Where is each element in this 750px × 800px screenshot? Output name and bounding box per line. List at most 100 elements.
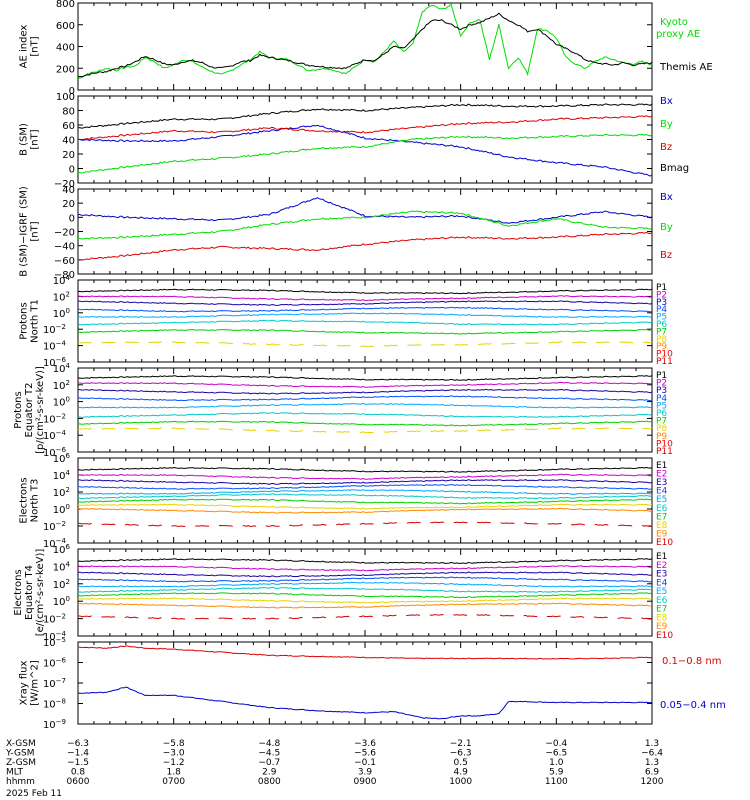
channel-line-e10 [78, 521, 653, 528]
y-tick-label: 100 [56, 92, 75, 103]
row-value: −6.4 [641, 749, 663, 759]
y-tick-label: 104 [53, 469, 71, 482]
legend-e5: E5 [656, 495, 667, 505]
y-tick-label: 104 [53, 560, 71, 573]
row-label-z-gsm: Z-GSM [6, 758, 36, 768]
panel-7: 106 104 102 100 10−2 10−4 Electrons Equator T4[… [13, 543, 673, 643]
series-line-2 [77, 133, 653, 174]
row-value: 0.5 [454, 758, 468, 768]
plot-frame [77, 548, 653, 637]
row-value: −0.4 [545, 739, 567, 749]
y-tick-label: 104 [53, 362, 71, 375]
legend-e1: E1 [656, 552, 667, 562]
y-axis-label: North T1 [30, 299, 41, 343]
y-tick-label: 10−4 [43, 429, 67, 442]
y-tick-label: −20 [54, 228, 75, 239]
row-label-hhmm: hhmm [6, 777, 35, 787]
channel-line-e2 [78, 565, 653, 572]
row-value: 0900 [354, 777, 377, 787]
y-axis-label: AE index [19, 25, 30, 69]
legend-p6: P6 [656, 320, 667, 330]
row-value: 4.9 [454, 768, 469, 778]
x-axis-annotation: X-GSM −6.3 −5.8 −4.8 −3.6 −2.1 −0.4 1.3 Y-GSM −1.… [5, 739, 664, 799]
channel-line-p3 [78, 388, 653, 395]
y-tick-label: 0 [69, 86, 75, 97]
series-line-1 [78, 124, 653, 177]
legend-p9: P9 [656, 432, 667, 442]
channel-line-e1 [77, 466, 653, 473]
y-tick-label: 10−2 [43, 520, 66, 533]
date-label: 2025 Feb 11 [6, 789, 62, 799]
channel-line-p8 [77, 341, 653, 347]
legend-p11: P11 [656, 447, 673, 457]
series-line-4 [77, 103, 653, 129]
legend-p1: P1 [656, 283, 667, 293]
channel-line-p6 [77, 319, 653, 326]
y-axis-label: [W/m^2] [30, 660, 41, 706]
plot-frame [77, 641, 653, 725]
channel-line-p7 [77, 328, 653, 335]
y-axis-label: Protons [13, 391, 24, 428]
y-tick-label: 10−5 [43, 636, 66, 649]
row-value: 1.3 [645, 739, 659, 749]
row-value: −6.3 [67, 739, 89, 749]
row-value: 1000 [449, 777, 472, 787]
y-tick-label: 106 [53, 543, 71, 556]
channel-line-e6 [77, 586, 653, 593]
y-tick-label: 100 [53, 595, 70, 608]
channel-line-e9 [78, 507, 653, 514]
legend-e1: E1 [656, 461, 667, 471]
legend-e3: E3 [656, 570, 667, 580]
y-tick-label: 100 [53, 307, 70, 320]
y-axis-label: Electrons [19, 477, 30, 523]
legend-e6: E6 [656, 596, 668, 606]
row-value: 6.9 [645, 768, 660, 778]
legend-e5: E5 [656, 587, 667, 597]
channel-line-e5 [78, 581, 653, 588]
legend-e8: E8 [656, 521, 668, 531]
y-tick-label: 400 [56, 43, 75, 54]
y-tick-label: 10−4 [43, 537, 67, 550]
row-value: −0.7 [258, 758, 280, 768]
legend-bz: Bz [660, 142, 672, 153]
y-axis-label: Protons [19, 302, 30, 339]
y-tick-label: 102 [53, 379, 70, 392]
y-tick-label: −60 [54, 256, 75, 267]
legend-e8: E8 [656, 613, 668, 623]
row-value: 2.9 [262, 768, 277, 778]
legend-themis-ae: Themis AE [659, 62, 713, 73]
y-tick-label: −40 [54, 242, 75, 253]
legend-p4: P4 [656, 305, 667, 315]
plot-frame [77, 95, 653, 184]
channel-line-p3 [78, 300, 653, 306]
y-tick-label: 10−4 [43, 630, 67, 643]
y-tick-label: 10−4 [43, 340, 67, 353]
y-tick-label: 0 [69, 165, 75, 176]
channel-line-p4 [78, 306, 653, 313]
y-tick-label: 10−9 [43, 718, 66, 731]
y-tick-label: 40 [62, 185, 75, 196]
y-axis-label: Electrons [13, 569, 24, 615]
row-value: −3.6 [354, 739, 376, 749]
channel-line-p5 [78, 312, 653, 318]
channel-line-e4 [78, 483, 653, 490]
legend-by: By [660, 222, 673, 233]
row-value: −5.8 [163, 739, 185, 749]
series-line-1 [78, 645, 653, 660]
y-tick-label: 10−6 [43, 446, 67, 459]
y-axis-label: Xray flux [19, 661, 30, 706]
row-value: 0.8 [71, 768, 86, 778]
legend-p4: P4 [656, 394, 667, 404]
y-axis-label: [p/(cm²-s-sr-keV)] [35, 366, 46, 454]
legend-p3: P3 [656, 298, 667, 308]
y-tick-label: 60 [62, 121, 75, 132]
row-value: −4.8 [258, 739, 280, 749]
row-value: 1.3 [645, 758, 659, 768]
channel-line-p1 [77, 288, 653, 295]
y-tick-label: 10−8 [43, 698, 66, 711]
legend-bx: Bx [660, 96, 673, 107]
channel-line-p4 [77, 395, 653, 402]
channel-line-e2 [78, 473, 653, 480]
legend-p10: P10 [656, 439, 673, 449]
